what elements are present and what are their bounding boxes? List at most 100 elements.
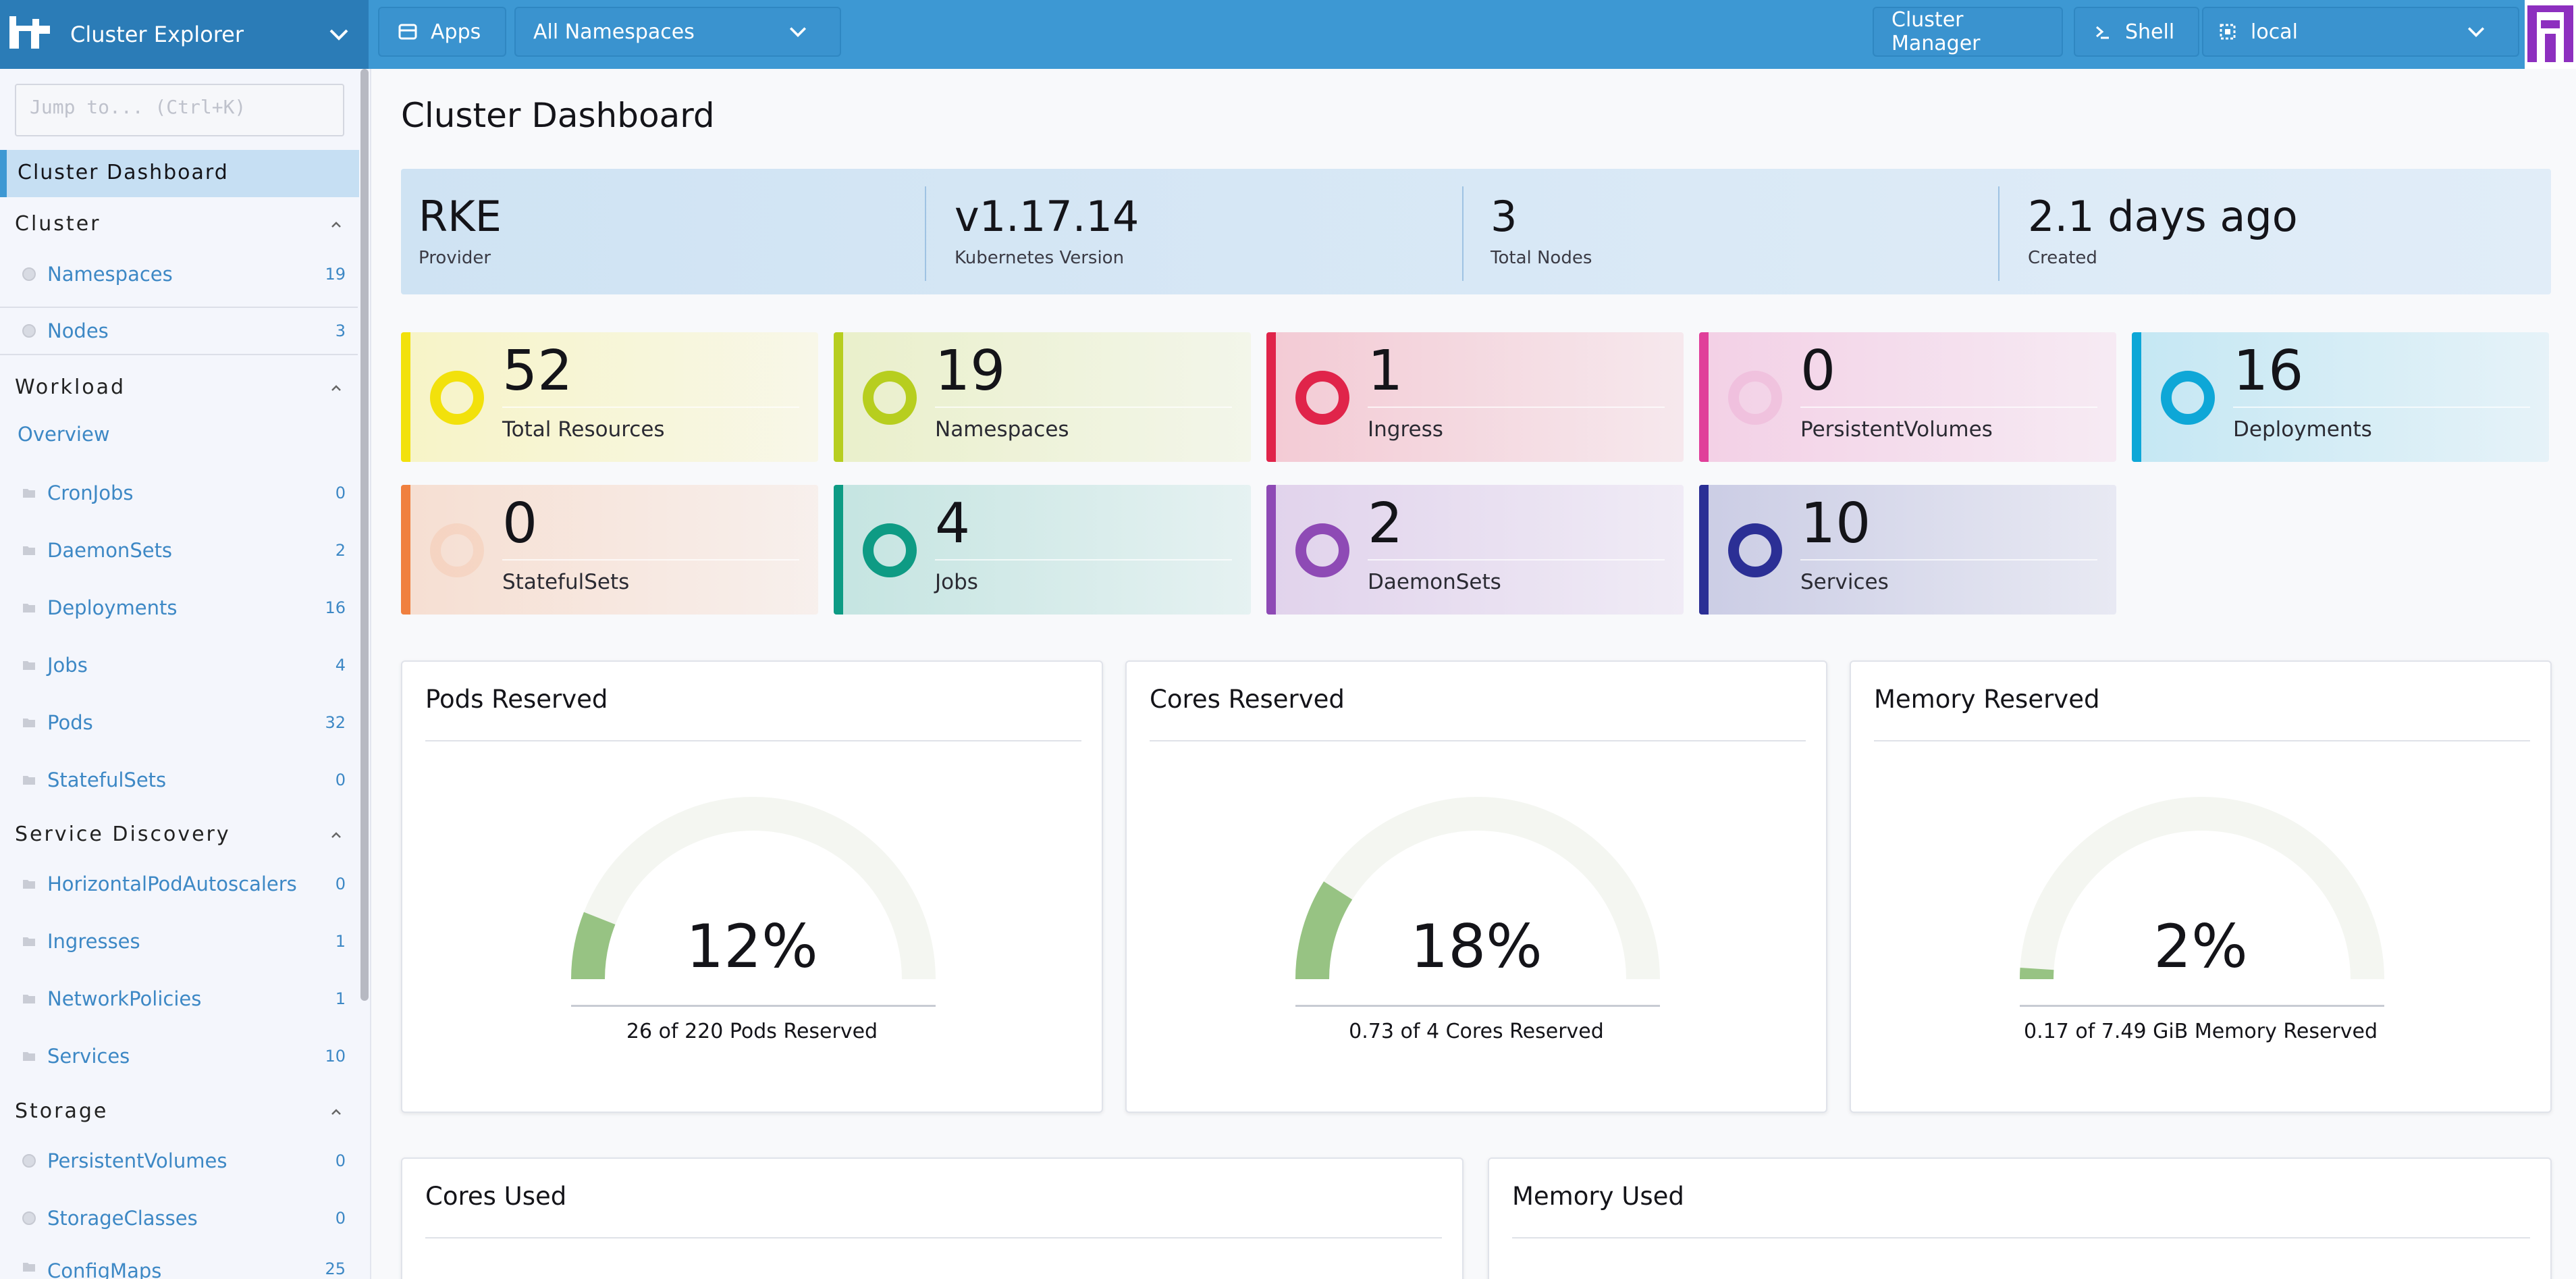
tile-accent-bar — [401, 485, 410, 615]
sidebar-item-deployments[interactable]: Deployments 16 — [0, 583, 358, 632]
sidebar-item-configmaps[interactable]: ConfigMaps 25 — [0, 1251, 358, 1279]
sidebar-item-hpa[interactable]: HorizontalPodAutoscalers 0 — [0, 860, 358, 908]
divider — [1800, 559, 2097, 560]
tile-value: 1 — [1368, 339, 1403, 403]
folder-icon — [23, 489, 35, 498]
namespace-select-value: All Namespaces — [533, 20, 695, 44]
jump-to-input[interactable]: Jump to... (Ctrl+K) — [15, 84, 344, 136]
cluster-manager-button[interactable]: Cluster Manager — [1873, 7, 2063, 57]
divider — [1998, 186, 2000, 281]
cluster-explorer-switcher[interactable]: Cluster Explorer — [0, 0, 369, 69]
sidebar-item-count: 19 — [325, 265, 346, 284]
card-memory-used: Memory Used — [1488, 1157, 2552, 1279]
tile-value: 2 — [1368, 492, 1403, 556]
sidebar-item-cronjobs[interactable]: CronJobs 0 — [0, 469, 358, 517]
tile-persistentvolumes[interactable]: 0 PersistentVolumes — [1699, 332, 2116, 462]
shell-label: Shell — [2125, 20, 2175, 44]
ring-icon — [1295, 371, 1349, 425]
chevron-up-icon[interactable] — [328, 827, 344, 843]
divider — [935, 407, 1232, 408]
tile-accent-bar — [1699, 485, 1709, 615]
group-storage[interactable]: Storage — [15, 1099, 109, 1123]
tile-value: 19 — [935, 339, 1006, 403]
folder-icon — [23, 776, 35, 785]
sidebar-item-label: Nodes — [47, 319, 109, 342]
chevron-up-icon[interactable] — [328, 1103, 344, 1120]
gauge-baseline — [571, 1005, 936, 1007]
sidebar-item-namespaces[interactable]: Namespaces 19 — [0, 250, 358, 298]
summary-total-nodes: 3 Total Nodes — [1491, 192, 1592, 268]
sidebar-item-count: 1 — [335, 932, 346, 951]
tile-daemonsets[interactable]: 2 DaemonSets — [1266, 485, 1684, 615]
tile-ingress[interactable]: 1 Ingress — [1266, 332, 1684, 462]
tile-total-resources[interactable]: 52 Total Resources — [401, 332, 818, 462]
tile-namespaces[interactable]: 19 Namespaces — [834, 332, 1251, 462]
apps-button[interactable]: Apps — [378, 7, 506, 57]
sidebar-item-persistentvolumes[interactable]: PersistentVolumes 0 — [0, 1137, 358, 1185]
tile-statefulsets[interactable]: 0 StatefulSets — [401, 485, 818, 615]
card-cores-reserved: Cores Reserved 18% 0.73 of 4 Cores Reser… — [1125, 660, 1827, 1113]
sidebar-item-services[interactable]: Services 10 — [0, 1032, 358, 1080]
chevron-up-icon[interactable] — [328, 216, 344, 232]
user-avatar[interactable] — [2525, 0, 2576, 69]
gauge-chart — [2020, 797, 2384, 980]
page-title: Cluster Dashboard — [401, 96, 715, 135]
sidebar-item-jobs[interactable]: Jobs 4 — [0, 641, 358, 689]
tile-services[interactable]: 10 Services — [1699, 485, 2116, 615]
divider — [1150, 740, 1806, 741]
sidebar-item-daemonsets[interactable]: DaemonSets 2 — [0, 526, 358, 575]
shell-button[interactable]: Shell — [2074, 7, 2199, 57]
sidebar-item-pods[interactable]: Pods 32 — [0, 698, 358, 747]
gauge-baseline — [2020, 1005, 2384, 1007]
card-title: Memory Used — [1512, 1182, 1684, 1211]
sidebar-item-label: ConfigMaps — [47, 1259, 162, 1279]
chevron-down-icon[interactable] — [325, 21, 352, 48]
sidebar-item-ingresses[interactable]: Ingresses 1 — [0, 917, 358, 966]
sidebar-item-label: StorageClasses — [47, 1207, 198, 1230]
ring-icon — [430, 371, 484, 425]
sidebar-item-label: Deployments — [47, 596, 178, 619]
cluster-icon — [2220, 24, 2236, 40]
sidebar-item-cluster-dashboard[interactable]: Cluster Dashboard — [0, 150, 359, 197]
sidebar-item-nodes[interactable]: Nodes 3 — [0, 307, 358, 355]
sidebar-item-overview[interactable]: Overview — [18, 423, 110, 446]
cluster-select[interactable]: local — [2202, 7, 2519, 57]
sidebar-item-count: 3 — [335, 321, 346, 340]
gauge-caption: 0.17 of 7.49 GiB Memory Reserved — [2024, 1020, 2378, 1043]
tile-label: Deployments — [2233, 417, 2372, 442]
summary-value: RKE — [419, 192, 502, 241]
tile-accent-bar — [1266, 332, 1276, 462]
sidebar-item-count: 32 — [325, 713, 346, 732]
chevron-down-icon — [789, 27, 807, 37]
sidebar-item-count: 10 — [325, 1047, 346, 1066]
sidebar-item-label: Namespaces — [47, 263, 173, 286]
tile-value: 4 — [935, 492, 971, 556]
folder-icon — [23, 880, 35, 889]
ring-icon — [430, 523, 484, 577]
divider — [502, 407, 799, 408]
tile-label: Ingress — [1368, 417, 1443, 442]
sidebar-scrollbar[interactable] — [360, 69, 369, 1001]
group-cluster[interactable]: Cluster — [15, 212, 101, 236]
chevron-up-icon[interactable] — [328, 380, 344, 396]
namespace-select[interactable]: All Namespaces — [514, 7, 841, 57]
divider — [925, 186, 926, 281]
sidebar-item-networkpolicies[interactable]: NetworkPolicies 1 — [0, 974, 358, 1023]
sidebar-item-count: 2 — [335, 541, 346, 560]
folder-icon — [23, 1263, 35, 1272]
sidebar-item-storageclasses[interactable]: StorageClasses 0 — [0, 1194, 358, 1243]
gauge-fill — [1295, 881, 1353, 980]
gauge-caption: 0.73 of 4 Cores Reserved — [1349, 1020, 1604, 1043]
sidebar-item-label: DaemonSets — [47, 539, 173, 562]
group-service-discovery[interactable]: Service Discovery — [15, 823, 231, 846]
tile-deployments[interactable]: 16 Deployments — [2132, 332, 2549, 462]
sidebar-item-label: Services — [47, 1045, 130, 1068]
folder-icon — [23, 1052, 35, 1061]
group-workload[interactable]: Workload — [15, 375, 126, 399]
sidebar-item-statefulsets[interactable]: StatefulSets 0 — [0, 756, 358, 804]
tile-jobs[interactable]: 4 Jobs — [834, 485, 1251, 615]
sidebar-item-label: NetworkPolicies — [47, 987, 202, 1010]
tile-label: Namespaces — [935, 417, 1069, 442]
tile-label: Services — [1800, 570, 1889, 594]
cluster-select-value: local — [2251, 20, 2298, 44]
